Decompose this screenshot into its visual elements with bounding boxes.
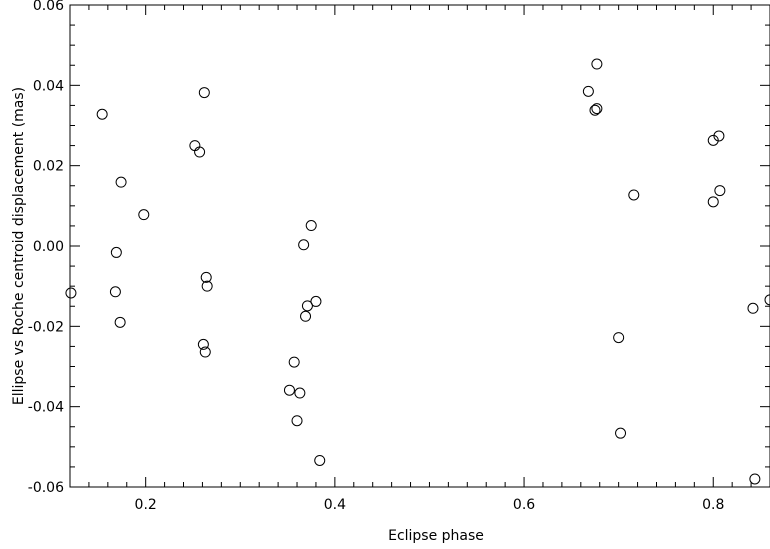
y-tick-label: 0.02 <box>33 159 64 175</box>
data-points <box>65 58 770 485</box>
data-point <box>194 146 206 158</box>
y-tick-label: -0.06 <box>28 480 64 496</box>
data-point <box>582 85 594 97</box>
data-point <box>200 271 212 283</box>
data-point <box>310 295 322 307</box>
y-axis-label: Ellipse vs Roche centroid displacement (… <box>11 87 27 405</box>
x-tick-label: 0.4 <box>324 497 346 513</box>
axis-tick-labels: 0.2 0.4 0.6 0.8 -0.06 -0.04 -0.02 0.00 0.02 0.04 0… <box>28 0 725 513</box>
data-point <box>613 332 625 344</box>
data-point <box>189 140 201 152</box>
data-point <box>109 286 121 298</box>
data-point <box>96 108 108 120</box>
x-tick-label: 0.2 <box>135 497 157 513</box>
data-point <box>628 189 640 201</box>
data-point <box>283 384 295 396</box>
data-point <box>713 130 725 142</box>
data-point <box>298 239 310 251</box>
data-point <box>201 280 213 292</box>
data-point <box>198 87 210 99</box>
y-tick-label: 0.06 <box>33 0 64 14</box>
data-point <box>291 415 303 427</box>
x-axis-label: Eclipse phase <box>388 528 484 544</box>
data-point <box>591 58 603 70</box>
data-point <box>114 316 126 328</box>
data-point <box>707 134 719 146</box>
data-point <box>714 185 726 197</box>
data-point <box>138 209 150 221</box>
y-tick-label: 0.00 <box>33 239 64 255</box>
data-point <box>305 220 317 232</box>
data-point <box>749 473 761 485</box>
data-point <box>707 196 719 208</box>
data-point <box>615 427 627 439</box>
data-point <box>199 346 211 358</box>
data-point <box>288 356 300 368</box>
data-point <box>591 103 603 115</box>
y-tick-label: -0.04 <box>28 400 64 416</box>
data-point <box>65 287 77 299</box>
plot-frame <box>69 4 770 488</box>
data-point <box>764 294 770 306</box>
data-point <box>110 246 122 258</box>
data-point <box>115 176 127 188</box>
data-point <box>300 310 312 322</box>
y-tick-label: -0.02 <box>28 319 64 335</box>
y-tick-label: 0.04 <box>33 78 64 94</box>
data-point <box>314 454 326 466</box>
data-point <box>589 104 601 116</box>
data-point <box>747 302 759 314</box>
data-point <box>197 338 209 350</box>
axis-ticks <box>69 4 770 488</box>
data-point <box>294 387 306 399</box>
data-point <box>301 300 313 312</box>
x-tick-label: 0.6 <box>513 497 535 513</box>
x-tick-label: 0.8 <box>702 497 724 513</box>
